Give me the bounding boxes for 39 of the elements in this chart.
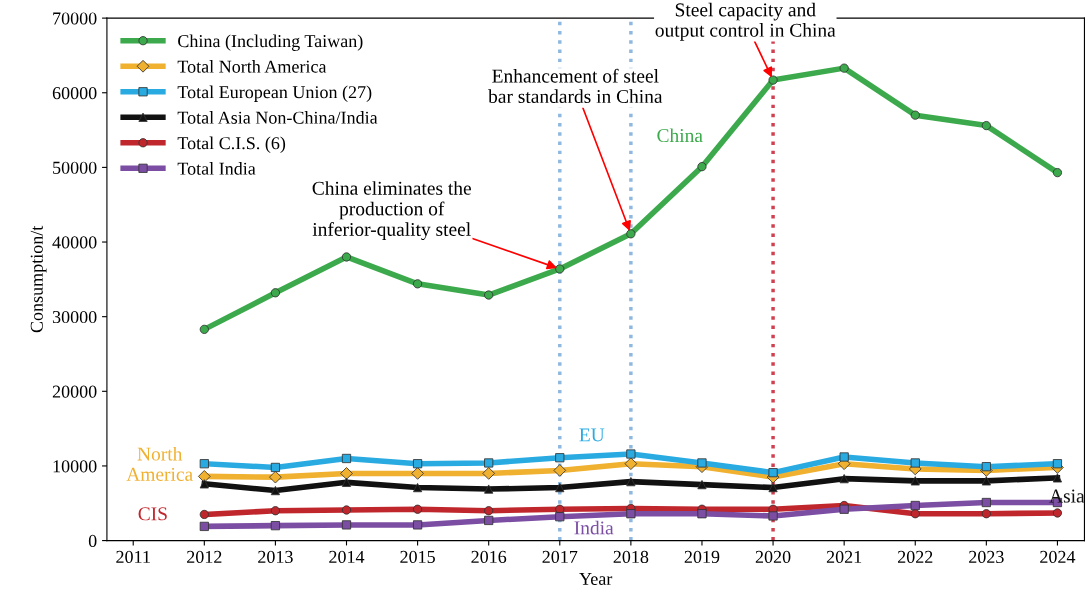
- annotation: Steel capacity and output control in China: [655, 2, 836, 41]
- y-tick-label: 10000: [53, 460, 97, 473]
- annotation: EU: [579, 428, 605, 442]
- x-tick-label: 2022: [897, 550, 933, 564]
- x-tick-label: 2017: [542, 550, 578, 564]
- point: [270, 462, 280, 473]
- x-axis-title: Year: [579, 572, 613, 585]
- x-tick-label: 2013: [258, 550, 293, 564]
- annotation: North America: [126, 446, 193, 481]
- annotation: Enhancement of steel bar standards in China: [488, 68, 663, 104]
- x-tick-label: 2024: [1040, 550, 1076, 564]
- y-tick-label: 20000: [52, 385, 97, 398]
- legend-label: Total C.I.S. (6): [177, 136, 286, 153]
- x-tick-label: 2012: [187, 550, 222, 564]
- x-tick-label: 2015: [400, 550, 435, 564]
- x-tick-label: 2016: [471, 550, 507, 564]
- y-tick-label: 30000: [52, 310, 97, 324]
- x-tick-label: 2021: [826, 550, 862, 564]
- x-tick-label: 2018: [613, 550, 649, 564]
- x-tick-label: 2014: [329, 550, 365, 564]
- x-tick-label: 2011: [116, 550, 150, 564]
- y-tick-label: 40000: [52, 236, 97, 249]
- y-tick-label: 0: [88, 534, 97, 548]
- annotation: China eliminates the production of inferior-quality steel: [312, 181, 471, 240]
- legend-label: Total Asia Non-China/India: [177, 111, 378, 124]
- y-tick-label: 60000: [52, 87, 97, 100]
- x-tick-label: 2020: [755, 550, 791, 564]
- annotation: India: [574, 520, 614, 535]
- y-tick-label: 70000: [53, 12, 97, 25]
- annotation: CIS: [138, 507, 167, 521]
- legend-label: Total North America: [177, 60, 327, 73]
- legend-label: Total India: [177, 162, 256, 175]
- x-tick-label: 2023: [969, 550, 1004, 564]
- legend-label: Total European Union (27): [177, 85, 372, 102]
- y-axis-title: Consumption/t: [30, 225, 47, 333]
- legend-label: China (Including Taiwan): [178, 34, 363, 51]
- annotation: China: [657, 128, 703, 143]
- y-tick-label: 50000: [53, 161, 97, 174]
- x-tick-label: 2019: [684, 550, 720, 564]
